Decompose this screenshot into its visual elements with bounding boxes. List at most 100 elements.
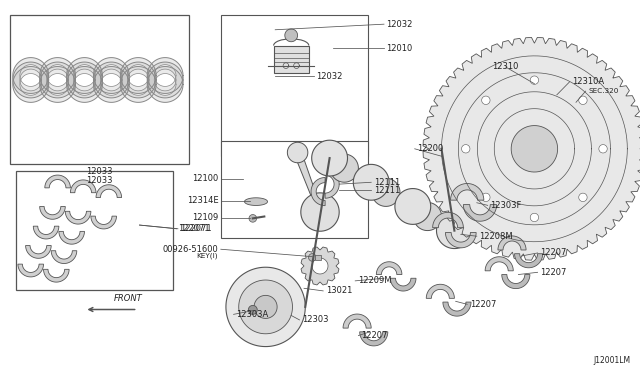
- Bar: [315, 255, 321, 260]
- Polygon shape: [482, 193, 490, 202]
- Polygon shape: [445, 232, 476, 248]
- Polygon shape: [226, 267, 305, 347]
- Text: 12111: 12111: [374, 186, 400, 195]
- Polygon shape: [461, 145, 470, 153]
- Polygon shape: [424, 212, 458, 235]
- Polygon shape: [120, 58, 156, 93]
- Text: 12314E: 12314E: [187, 196, 218, 205]
- Polygon shape: [498, 236, 526, 250]
- Text: 12033: 12033: [86, 167, 113, 176]
- Polygon shape: [26, 246, 51, 258]
- Polygon shape: [13, 58, 49, 93]
- Polygon shape: [44, 269, 69, 282]
- Polygon shape: [40, 206, 65, 219]
- Polygon shape: [40, 58, 76, 93]
- Polygon shape: [147, 58, 183, 93]
- Polygon shape: [254, 295, 277, 318]
- Polygon shape: [330, 154, 358, 182]
- Polygon shape: [530, 213, 539, 222]
- Polygon shape: [59, 231, 84, 244]
- Text: 12207: 12207: [540, 248, 566, 257]
- Polygon shape: [244, 198, 268, 205]
- Polygon shape: [13, 62, 49, 98]
- Text: 12310: 12310: [492, 62, 519, 71]
- Polygon shape: [423, 38, 640, 260]
- Polygon shape: [451, 183, 484, 200]
- Text: SEC.320: SEC.320: [588, 88, 618, 94]
- Polygon shape: [515, 254, 543, 268]
- Polygon shape: [502, 275, 530, 289]
- Polygon shape: [463, 205, 497, 221]
- Polygon shape: [343, 314, 371, 328]
- Polygon shape: [436, 213, 472, 248]
- Polygon shape: [312, 258, 328, 274]
- Polygon shape: [93, 62, 129, 98]
- Text: 12032: 12032: [387, 20, 413, 29]
- Polygon shape: [287, 142, 308, 163]
- Polygon shape: [511, 126, 557, 172]
- Text: 12109: 12109: [192, 213, 218, 222]
- Polygon shape: [239, 280, 292, 334]
- Polygon shape: [367, 179, 390, 196]
- Text: 12208M: 12208M: [479, 232, 513, 241]
- Polygon shape: [312, 140, 348, 176]
- Polygon shape: [285, 29, 298, 42]
- Polygon shape: [485, 257, 513, 271]
- Text: KEY(I): KEY(I): [196, 253, 218, 259]
- Polygon shape: [482, 96, 490, 105]
- Polygon shape: [51, 251, 77, 263]
- Text: 12209M: 12209M: [358, 276, 391, 285]
- Text: 122071: 122071: [178, 224, 209, 233]
- Text: 12200: 12200: [417, 144, 444, 153]
- Polygon shape: [67, 62, 102, 98]
- Polygon shape: [413, 202, 442, 231]
- Polygon shape: [13, 67, 49, 102]
- Polygon shape: [390, 278, 416, 291]
- Bar: [221, 15, 368, 156]
- Polygon shape: [530, 76, 539, 84]
- Text: J12001LM: J12001LM: [593, 356, 630, 365]
- Polygon shape: [408, 203, 432, 220]
- Text: 12207: 12207: [540, 268, 566, 277]
- Bar: [10, 15, 189, 164]
- Text: 00926-51600: 00926-51600: [163, 245, 218, 254]
- Polygon shape: [45, 175, 70, 188]
- Polygon shape: [67, 58, 102, 93]
- Polygon shape: [70, 180, 96, 193]
- Text: 12310A: 12310A: [572, 77, 604, 86]
- Polygon shape: [325, 170, 339, 198]
- Polygon shape: [579, 96, 587, 105]
- Polygon shape: [579, 193, 587, 202]
- Bar: [16, 171, 173, 290]
- Polygon shape: [40, 62, 76, 98]
- Text: 12111: 12111: [374, 178, 400, 187]
- Polygon shape: [40, 67, 76, 102]
- Polygon shape: [353, 164, 389, 200]
- Text: 12010: 12010: [387, 44, 413, 53]
- Polygon shape: [96, 185, 122, 198]
- Polygon shape: [340, 164, 375, 186]
- Polygon shape: [120, 67, 156, 102]
- Polygon shape: [120, 62, 156, 98]
- Text: 13021: 13021: [326, 286, 352, 295]
- Text: 12033: 12033: [86, 176, 113, 185]
- Text: 12207: 12207: [470, 300, 496, 309]
- Polygon shape: [301, 247, 339, 285]
- Polygon shape: [382, 188, 417, 211]
- Polygon shape: [599, 145, 607, 153]
- Polygon shape: [311, 177, 325, 206]
- Polygon shape: [294, 152, 323, 212]
- Polygon shape: [372, 178, 400, 206]
- Polygon shape: [65, 211, 91, 224]
- Polygon shape: [249, 215, 257, 222]
- Polygon shape: [91, 216, 116, 229]
- Polygon shape: [395, 189, 431, 224]
- Polygon shape: [433, 212, 463, 228]
- Text: 122071: 122071: [180, 224, 212, 233]
- Text: 12207: 12207: [361, 331, 387, 340]
- Polygon shape: [308, 254, 316, 261]
- Text: 12100: 12100: [192, 174, 218, 183]
- Polygon shape: [93, 67, 129, 102]
- Polygon shape: [443, 302, 471, 316]
- Polygon shape: [147, 62, 183, 98]
